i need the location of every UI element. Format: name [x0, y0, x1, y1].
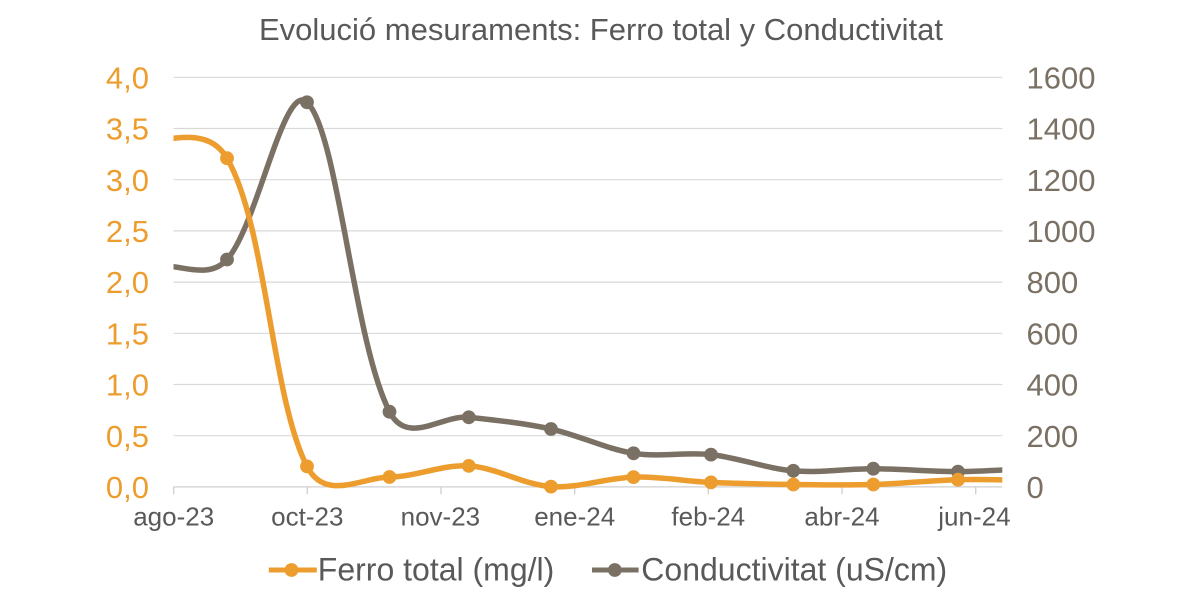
svg-text:oct-23: oct-23 [271, 502, 343, 532]
svg-text:1,0: 1,0 [106, 368, 149, 403]
svg-text:1600: 1600 [1027, 60, 1096, 95]
svg-text:2,0: 2,0 [106, 265, 149, 300]
svg-text:0,5: 0,5 [106, 419, 149, 454]
svg-text:400: 400 [1027, 368, 1079, 403]
svg-text:1000: 1000 [1027, 214, 1096, 249]
svg-text:4,0: 4,0 [106, 60, 149, 95]
svg-text:abr-24: abr-24 [804, 502, 879, 532]
svg-text:2,5: 2,5 [106, 214, 149, 249]
svg-text:Evolució mesuraments: Ferro to: Evolució mesuraments: Ferro total y Cond… [259, 12, 943, 47]
svg-text:0: 0 [1027, 470, 1044, 505]
svg-text:nov-23: nov-23 [401, 502, 481, 532]
svg-text:3,0: 3,0 [106, 163, 149, 198]
svg-text:ene-24: ene-24 [534, 502, 615, 532]
svg-text:1200: 1200 [1027, 163, 1096, 198]
svg-text:600: 600 [1027, 316, 1079, 351]
svg-text:3,5: 3,5 [106, 112, 149, 147]
svg-text:Conductivitat (uS/cm): Conductivitat (uS/cm) [641, 552, 947, 588]
svg-text:Ferro total (mg/l): Ferro total (mg/l) [318, 552, 554, 588]
svg-text:200: 200 [1027, 419, 1079, 454]
svg-text:feb-24: feb-24 [671, 502, 745, 532]
svg-text:0,0: 0,0 [106, 470, 149, 505]
svg-text:1,5: 1,5 [106, 316, 149, 351]
svg-text:ago-23: ago-23 [133, 502, 214, 532]
svg-text:1400: 1400 [1027, 112, 1096, 147]
svg-text:jun-24: jun-24 [937, 502, 1010, 532]
svg-text:800: 800 [1027, 265, 1079, 300]
